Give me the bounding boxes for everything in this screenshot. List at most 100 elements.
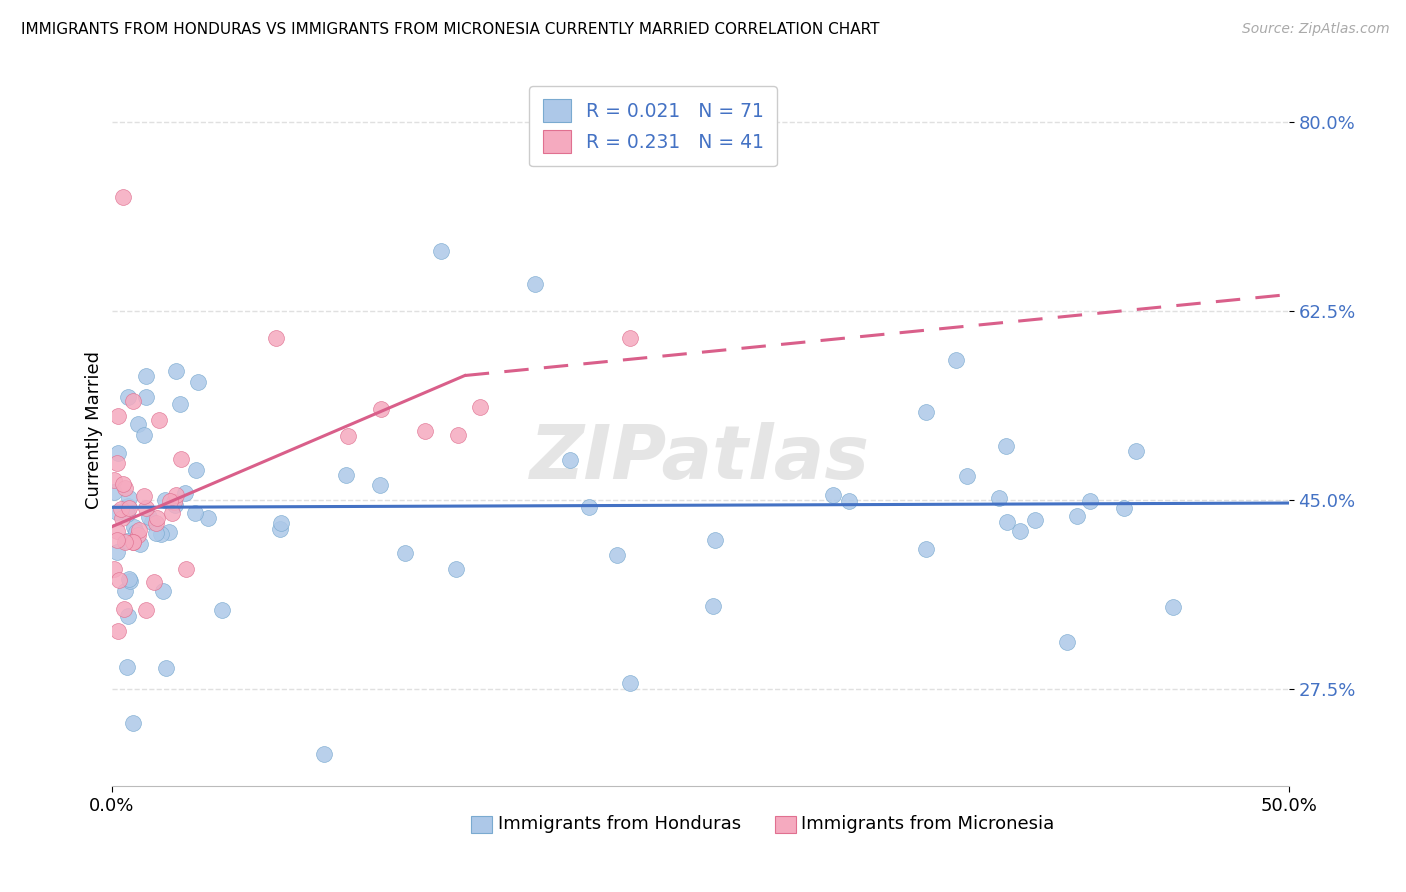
Point (135, 500, 157, 515)
Point (125, 525, 148, 540)
Point (606, 548, 628, 562)
Point (117, 500, 139, 514)
Point (115, 660, 138, 674)
Point (143, 574, 166, 589)
Point (1024, 513, 1046, 527)
Point (211, 603, 233, 617)
Point (122, 393, 145, 408)
Point (821, 488, 844, 502)
Point (956, 469, 979, 483)
Point (103, 473, 125, 487)
Point (447, 428, 470, 442)
Point (470, 401, 492, 415)
Point (135, 368, 157, 383)
Point (269, 522, 291, 536)
Point (107, 456, 129, 470)
Point (118, 491, 141, 505)
Point (915, 542, 938, 557)
Point (1078, 494, 1101, 508)
Point (915, 405, 938, 419)
Point (127, 528, 149, 542)
Point (145, 526, 167, 541)
Point (186, 463, 208, 477)
Point (111, 510, 134, 524)
Point (128, 523, 150, 537)
Point (145, 510, 167, 524)
Point (1010, 524, 1032, 538)
Point (117, 608, 139, 623)
Point (394, 546, 416, 560)
Point (578, 500, 600, 515)
Point (337, 429, 360, 443)
Point (120, 574, 142, 588)
Point (105, 524, 128, 538)
Point (122, 535, 145, 549)
Point (838, 493, 860, 508)
Point (163, 494, 186, 508)
Point (995, 515, 1018, 529)
Point (152, 584, 174, 599)
Y-axis label: Currently Married: Currently Married (86, 351, 103, 508)
Point (170, 451, 193, 466)
Point (111, 477, 134, 491)
Point (105, 533, 128, 548)
Point (159, 524, 181, 539)
Point (112, 190, 135, 204)
Point (122, 519, 145, 533)
Point (945, 353, 967, 368)
Point (135, 603, 157, 617)
Point (619, 331, 641, 345)
Point (444, 562, 467, 576)
Point (108, 573, 131, 587)
Point (270, 516, 292, 530)
Point (155, 661, 177, 675)
Point (107, 446, 129, 460)
Legend: R = 0.021   N = 71, R = 0.231   N = 41: R = 0.021 N = 71, R = 0.231 N = 41 (530, 86, 776, 167)
Point (118, 501, 141, 516)
Text: Immigrants from Honduras: Immigrants from Honduras (498, 814, 741, 832)
Text: ZIPatlas: ZIPatlas (530, 422, 870, 494)
Point (134, 489, 156, 503)
Point (169, 397, 191, 411)
Point (370, 402, 392, 417)
Point (1112, 501, 1135, 516)
Point (150, 527, 173, 541)
Point (103, 484, 125, 499)
Point (148, 413, 170, 427)
Point (153, 492, 176, 507)
Point (159, 493, 181, 508)
Point (112, 602, 135, 616)
Point (105, 504, 128, 518)
Point (995, 439, 1018, 453)
Point (135, 390, 157, 404)
Point (117, 390, 139, 404)
Point (103, 562, 125, 576)
Point (115, 507, 138, 521)
Point (115, 534, 138, 549)
Point (118, 572, 141, 586)
Point (558, 453, 581, 467)
Text: Source: ZipAtlas.com: Source: ZipAtlas.com (1241, 22, 1389, 37)
Point (187, 375, 209, 389)
Point (134, 428, 156, 442)
Point (430, 244, 453, 259)
Point (1066, 508, 1088, 523)
Point (127, 417, 149, 431)
Point (174, 562, 197, 576)
Point (1125, 443, 1147, 458)
Point (335, 467, 357, 482)
Point (166, 364, 188, 378)
Point (114, 583, 136, 598)
Text: Immigrants from Micronesia: Immigrants from Micronesia (801, 814, 1054, 832)
Point (368, 478, 391, 492)
Point (163, 498, 186, 512)
Point (141, 515, 163, 529)
Point (413, 424, 436, 438)
Point (174, 486, 197, 500)
Point (110, 501, 132, 516)
Point (266, 331, 288, 345)
Point (122, 715, 145, 730)
Point (129, 537, 152, 551)
Point (107, 409, 129, 424)
Point (107, 624, 129, 639)
